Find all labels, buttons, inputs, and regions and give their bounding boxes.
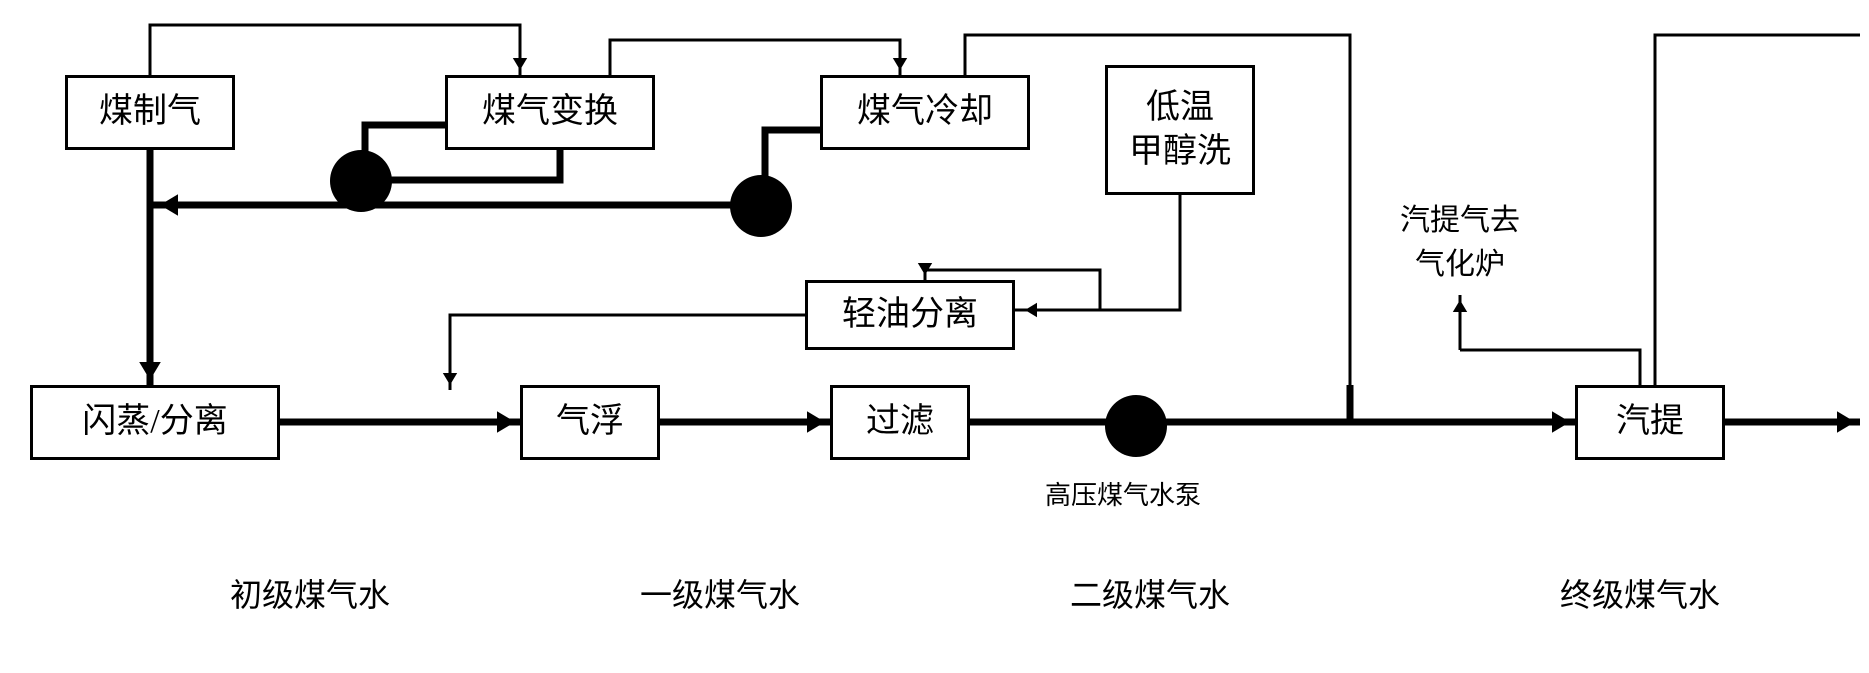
pump-0: [330, 150, 392, 212]
pump-2: [1105, 395, 1167, 457]
label-pump_label: 高压煤气水泵: [1045, 475, 1201, 512]
pump-1: [730, 175, 792, 237]
node-gas_cool: 煤气冷却: [820, 75, 1030, 150]
node-gas_shift: 煤气变换: [445, 75, 655, 150]
label-final: 终级煤气水: [1560, 570, 1720, 616]
node-flash_sep: 闪蒸/分离: [30, 385, 280, 460]
node-stripping: 汽提: [1575, 385, 1725, 460]
label-primary: 初级煤气水: [230, 570, 390, 616]
node-flotation: 气浮: [520, 385, 660, 460]
label-level1: 一级煤气水: [640, 570, 800, 616]
label-level2: 二级煤气水: [1070, 570, 1230, 616]
node-filter: 过滤: [830, 385, 970, 460]
label-strip_gas: 汽提气去气化炉: [1400, 195, 1520, 283]
node-light_oil: 轻油分离: [805, 280, 1015, 350]
node-methanol_wash: 低温甲醇洗: [1105, 65, 1255, 195]
node-coal_gas: 煤制气: [65, 75, 235, 150]
